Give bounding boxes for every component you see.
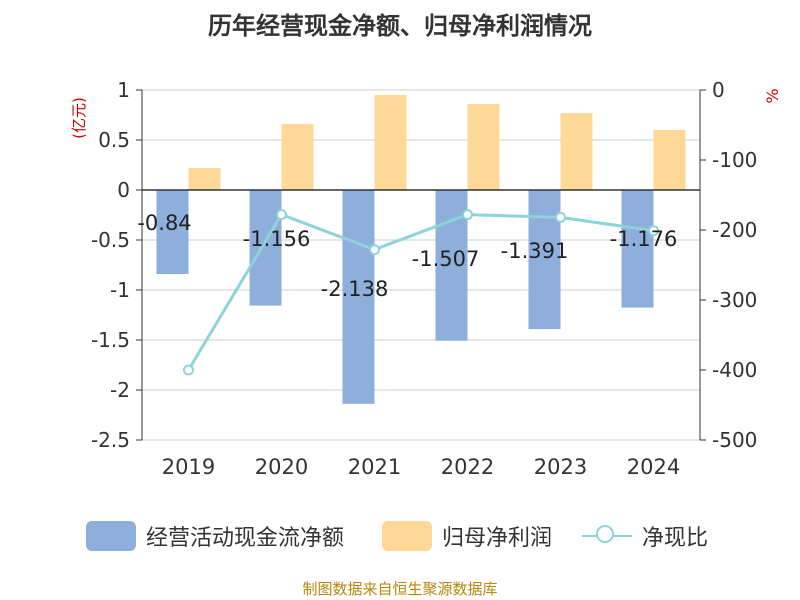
legend-item-profit[interactable]: 归母净利润 bbox=[382, 518, 552, 554]
left-axis-tick-label: 1 bbox=[117, 78, 130, 102]
bar-profit-2021 bbox=[374, 95, 407, 190]
right-axis-tick-label: -500 bbox=[712, 428, 757, 452]
left-axis-tick-label: -2 bbox=[110, 378, 130, 402]
bar-profit-2020 bbox=[281, 124, 314, 190]
right-axis-tick-label: -100 bbox=[712, 148, 757, 172]
point-ratio-2019 bbox=[183, 364, 194, 376]
left-axis-tick-label: -1 bbox=[110, 278, 130, 302]
legend-swatch-ratio bbox=[582, 521, 632, 551]
left-axis-label: (亿元) bbox=[70, 97, 88, 139]
right-axis-tick-label: -300 bbox=[712, 288, 757, 312]
x-axis-tick-label: 2021 bbox=[348, 455, 401, 479]
left-axis-tick-label: -0.5 bbox=[91, 228, 130, 252]
right-axis-tick-label: -400 bbox=[712, 358, 757, 382]
bar-profit-2024 bbox=[653, 130, 686, 190]
x-axis-tick-label: 2023 bbox=[534, 455, 587, 479]
left-axis-tick-label: 0 bbox=[117, 178, 130, 202]
chart-title: 历年经营现金净额、归母净利润情况 bbox=[208, 12, 592, 40]
x-axis-tick-label: 2020 bbox=[255, 455, 308, 479]
bar-cashflow-2023 bbox=[528, 190, 561, 330]
bar-cashflow-2019 bbox=[156, 190, 189, 274]
bar-cashflow-2021 bbox=[342, 190, 375, 404]
point-ratio-2022 bbox=[462, 209, 473, 221]
legend-swatch-cashflow bbox=[86, 521, 136, 551]
point-ratio-2020 bbox=[276, 209, 287, 221]
x-axis-tick-label: 2022 bbox=[441, 455, 494, 479]
line-ratio bbox=[187, 212, 654, 371]
legend-swatch-profit bbox=[382, 521, 432, 551]
x-axis-tick-label: 2019 bbox=[162, 455, 215, 479]
data-label-cashflow-2019: -0.84 bbox=[137, 211, 191, 235]
bar-profit-2019 bbox=[188, 168, 221, 190]
data-label-cashflow-2021: -2.138 bbox=[321, 277, 389, 301]
legend-item-cashflow[interactable]: 经营活动现金流净额 bbox=[86, 518, 344, 554]
legend-item-ratio[interactable]: 净现比 bbox=[582, 518, 708, 554]
bar-profit-2023 bbox=[560, 113, 593, 190]
right-axis-tick-label: 0 bbox=[712, 78, 725, 102]
point-ratio-2023 bbox=[555, 211, 566, 223]
bar-cashflow-2020 bbox=[249, 190, 282, 306]
left-axis-tick-label: -1.5 bbox=[91, 328, 130, 352]
left-axis-tick-label: -2.5 bbox=[91, 428, 130, 452]
point-ratio-2021 bbox=[369, 244, 380, 256]
right-axis-tick-label: -200 bbox=[712, 218, 757, 242]
bar-cashflow-2024 bbox=[621, 190, 654, 308]
right-axis-label: % bbox=[763, 88, 782, 103]
legend: 经营活动现金流净额 归母净利润 净现比 bbox=[0, 518, 800, 554]
data-label-cashflow-2020: -1.156 bbox=[243, 227, 311, 251]
left-axis-tick-label: 0.5 bbox=[98, 128, 130, 152]
legend-label-ratio: 净现比 bbox=[642, 526, 709, 551]
data-label-cashflow-2023: -1.391 bbox=[501, 239, 569, 263]
data-label-cashflow-2024: -1.176 bbox=[610, 227, 678, 251]
data-label-cashflow-2022: -1.507 bbox=[412, 247, 480, 271]
point-ratio-2024 bbox=[648, 225, 659, 237]
x-axis-tick-label: 2024 bbox=[627, 455, 680, 479]
legend-label-profit: 归母净利润 bbox=[442, 526, 553, 551]
legend-label-cashflow: 经营活动现金流净额 bbox=[146, 526, 345, 551]
source-note: 制图数据来自恒生聚源数据库 bbox=[302, 580, 498, 598]
bar-profit-2022 bbox=[467, 104, 500, 190]
